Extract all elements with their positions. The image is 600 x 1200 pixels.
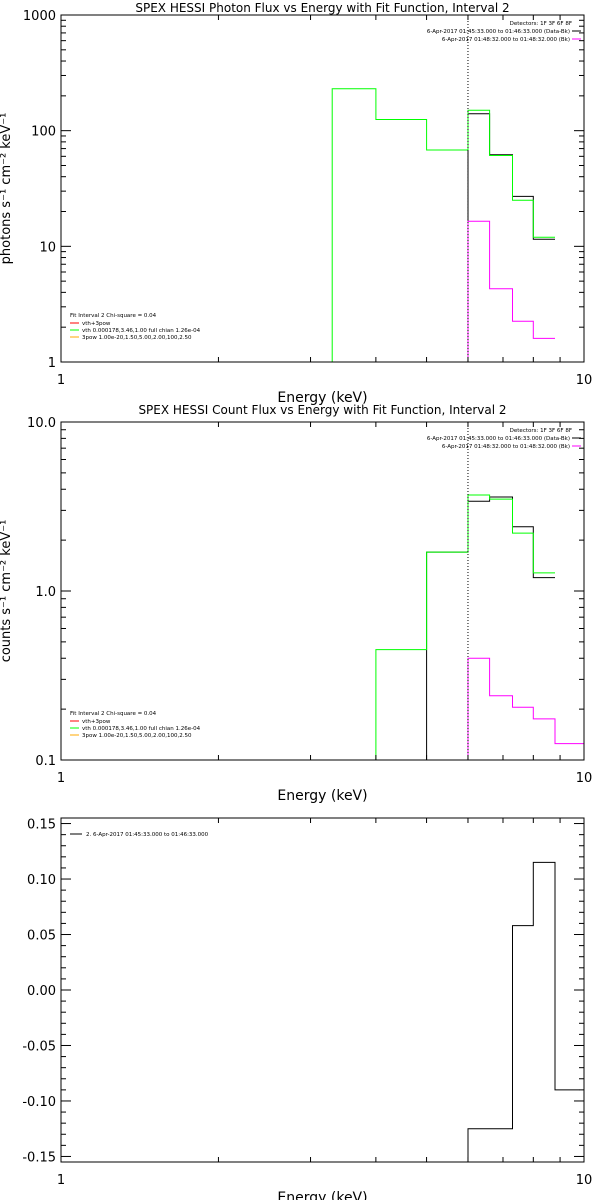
fit-legend-label: vth+3pow [82, 321, 111, 327]
x-tick-label: 1 [57, 1173, 65, 1188]
fit-legend-label: 3pow 1.00e-20,1.50,5.00,2.00,100,2.50 [82, 335, 192, 341]
plot-frame [60, 817, 585, 1163]
fit-legend-label: vth 0.000178,3.46,1.00 full chian 1.26e-… [82, 328, 201, 334]
legend-entry-label: 6-Apr-2017 01:48:32.000 to 01:48:32.000 … [442, 444, 570, 450]
legend-entry-label: 6-Apr-2017 01:45:33.000 to 01:46:33.000 … [427, 436, 570, 442]
x-tick-label: 1 [57, 771, 65, 786]
x-axis-label: Energy (keV) [277, 788, 367, 804]
plot-frame [60, 14, 585, 363]
chart-panel-2: SPEX HESSI Count Flux vs Energy with Fit… [0, 403, 592, 804]
y-tick-label: 100 [31, 125, 56, 140]
y-tick-label: -0.10 [22, 1095, 56, 1110]
y-tick-label: 10 [39, 240, 56, 255]
chart-panel-3: 1 10 0.15 0.10 0.05 0.00 -0.05 -0.10 -0.15 Energy… [22, 817, 593, 1200]
y-tick-label: 10.0 [27, 416, 56, 431]
series-step-line-3 [467, 657, 584, 760]
x-axis-label: Energy (keV) [277, 1190, 367, 1200]
series-step-line-1 [467, 113, 555, 362]
fit-legend-header: Fit Interval 2 Chi-square = 0.04 [70, 711, 157, 717]
series-step-line-2 [375, 494, 555, 760]
chart-panel-1: SPEX HESSI Photon Flux vs Energy with Fi… [0, 1, 592, 406]
fit-legend-label: 3pow 1.00e-20,1.50,5.00,2.00,100,2.50 [82, 733, 192, 739]
y-tick-label: 0.05 [27, 929, 56, 944]
chart-title: SPEX HESSI Count Flux vs Energy with Fit… [138, 403, 506, 417]
series-step-line-2 [331, 88, 555, 362]
y-axis-label: counts s⁻¹ cm⁻² keV⁻¹ [0, 520, 14, 663]
fit-legend-label: vth 0.000178,3.46,1.00 full chian 1.26e-… [82, 726, 201, 732]
x-axis-label: Energy (keV) [277, 390, 367, 406]
series-step-line-3 [467, 220, 555, 362]
y-tick-label: 1 [48, 356, 56, 371]
y-tick-label: -0.05 [22, 1039, 56, 1054]
residual-legend-label: 2. 6-Apr-2017 01:45:33.000 to 01:46:33.0… [86, 832, 209, 838]
x-tick-label: 1 [57, 373, 65, 388]
series-step-line-1 [467, 861, 580, 1162]
legend-entry-label: 6-Apr-2017 01:48:32.000 to 01:48:32.000 … [442, 37, 570, 43]
x-tick-label: 10 [576, 771, 593, 786]
legend-header: Detectors: 1F 3F 6F 8F [510, 21, 572, 27]
y-tick-label: -0.15 [22, 1150, 56, 1165]
y-axis-label: photons s⁻¹ cm⁻² keV⁻¹ [0, 113, 14, 265]
x-tick-label: 10 [576, 373, 593, 388]
fit-legend-header: Fit Interval 2 Chi-square = 0.04 [70, 313, 157, 319]
y-tick-label: 1000 [23, 9, 56, 24]
fit-legend-label: vth+3pow [82, 719, 111, 725]
chart-title: SPEX HESSI Photon Flux vs Energy with Fi… [135, 1, 509, 15]
plot-frame [60, 421, 585, 761]
y-tick-label: 0.00 [27, 984, 56, 999]
x-tick-label: 10 [576, 1173, 593, 1188]
y-tick-label: 0.15 [27, 818, 56, 833]
y-tick-label: 0.10 [27, 873, 56, 888]
legend-header: Detectors: 1F 3F 6F 8F [510, 428, 572, 434]
legend-entry-label: 6-Apr-2017 01:45:33.000 to 01:46:33.000 … [427, 29, 570, 35]
y-tick-label: 1.0 [35, 585, 56, 600]
y-tick-label: 0.1 [35, 754, 56, 769]
series-step-line-1 [426, 496, 555, 760]
